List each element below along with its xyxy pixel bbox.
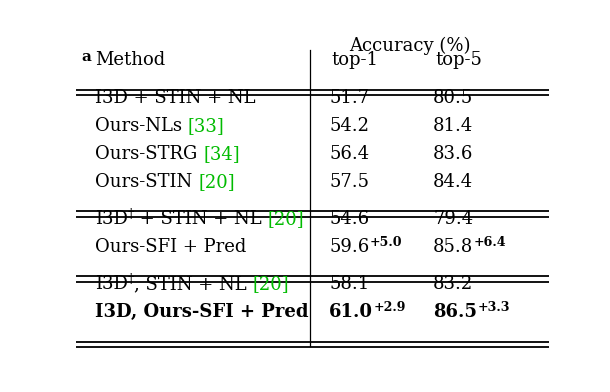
Text: +6.4: +6.4 [473,236,506,249]
Text: I3D, Ours-SFI + Pred: I3D, Ours-SFI + Pred [95,303,309,321]
Text: +5.0: +5.0 [370,236,402,249]
Text: Ours-SFI + Pred: Ours-SFI + Pred [95,238,246,256]
Text: Ours-STRG: Ours-STRG [95,145,203,163]
Text: top-1: top-1 [332,51,379,69]
Text: a: a [81,50,91,64]
Text: †: † [128,207,134,221]
Text: 83.6: 83.6 [433,145,473,163]
Text: †: † [128,273,134,286]
Text: Accuracy (%): Accuracy (%) [349,36,470,54]
Text: 80.5: 80.5 [433,89,473,107]
Text: Ours-NLs: Ours-NLs [95,117,188,135]
Text: 79.4: 79.4 [433,210,473,228]
Text: +2.9: +2.9 [373,301,406,314]
Text: [20]: [20] [253,275,289,293]
Text: 58.1: 58.1 [329,275,370,293]
Text: 54.6: 54.6 [329,210,369,228]
Text: 56.4: 56.4 [329,145,369,163]
Text: 57.5: 57.5 [329,173,369,191]
Text: , STIN + NL: , STIN + NL [134,275,253,293]
Text: +3.3: +3.3 [477,301,510,314]
Text: 83.2: 83.2 [433,275,473,293]
Text: 51.7: 51.7 [329,89,369,107]
Text: 81.4: 81.4 [433,117,473,135]
Text: Method: Method [95,51,165,69]
Text: 61.0: 61.0 [329,303,373,321]
Text: 84.4: 84.4 [433,173,473,191]
Text: I3D + STIN + NL: I3D + STIN + NL [95,89,256,107]
Text: 59.6: 59.6 [329,238,370,256]
Text: + STIN + NL: + STIN + NL [134,210,268,228]
Text: [33]: [33] [188,117,224,135]
Text: [20]: [20] [198,173,235,191]
Text: top-5: top-5 [436,51,483,69]
Text: 86.5: 86.5 [433,303,477,321]
Text: I3D: I3D [95,275,128,293]
Text: 85.8: 85.8 [433,238,473,256]
Text: I3D: I3D [95,210,128,228]
Text: [34]: [34] [203,145,240,163]
Text: Ours-STIN: Ours-STIN [95,173,198,191]
Text: 54.2: 54.2 [329,117,369,135]
Text: [20]: [20] [268,210,304,228]
